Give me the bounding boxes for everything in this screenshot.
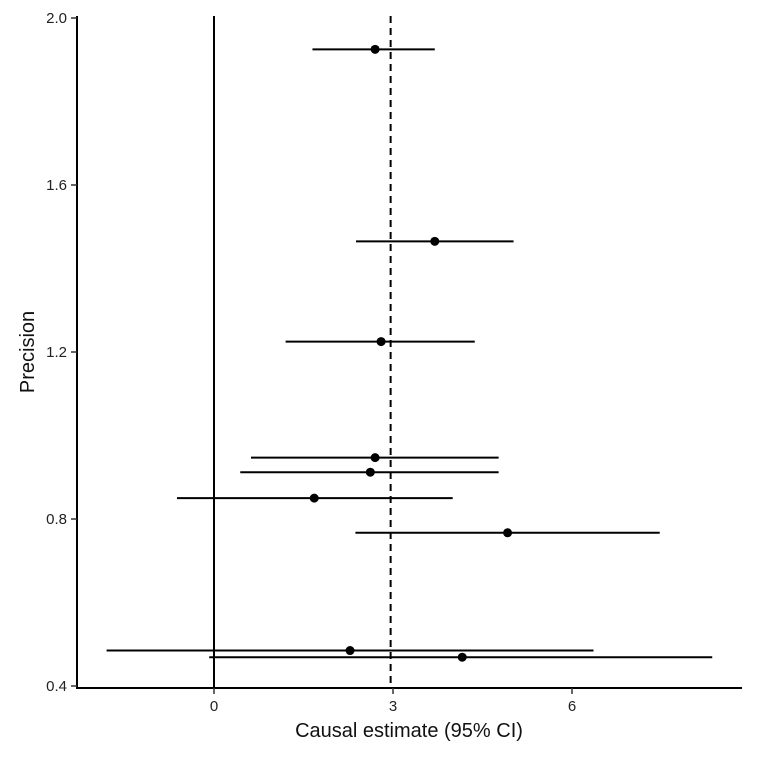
y-tick-label: 2.0 [46,10,67,27]
y-tick-label: 0.8 [46,511,67,528]
estimate-point-7 [503,528,513,538]
estimate-point-5 [365,467,375,477]
estimate-point-9 [457,652,467,662]
estimate-point-1 [370,44,380,54]
y-tick-label: 0.4 [46,678,67,695]
y-axis-title: Precision [17,311,39,393]
x-tick-label: 0 [210,698,218,715]
estimate-point-2 [430,236,440,246]
axes: 0.4 0.8 1.2 1.6 2.0 0 3 6 [46,10,742,715]
x-tick-label: 6 [568,698,576,715]
x-axis-title: Causal estimate (95% CI) [295,720,523,742]
estimate-point-4 [370,453,380,463]
estimate-point-8 [345,646,355,656]
estimate-point-3 [376,337,386,347]
y-tick-label: 1.2 [46,344,67,361]
estimate-point-6 [309,493,319,503]
x-tick-label: 3 [389,698,397,715]
y-tick-label: 1.6 [46,177,67,194]
plot-area [106,16,713,688]
